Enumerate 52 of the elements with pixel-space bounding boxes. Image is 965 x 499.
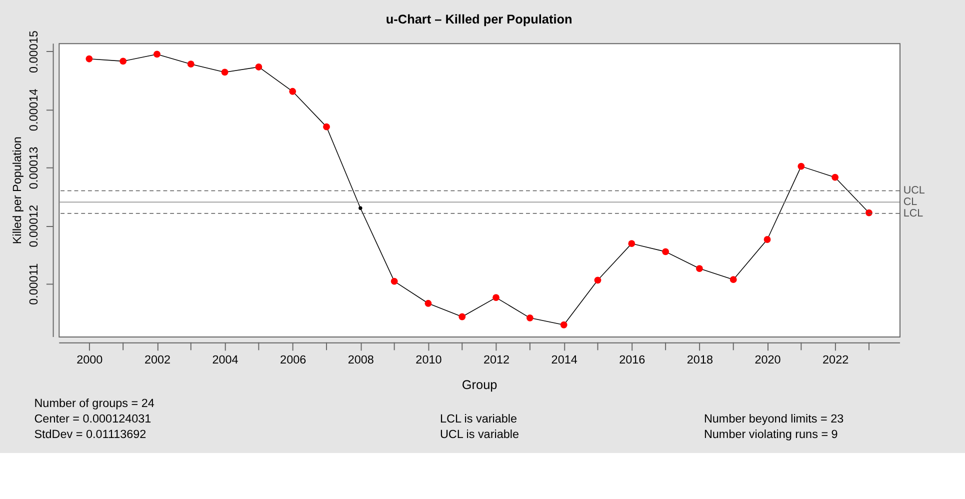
chart-title: u-Chart – Killed per Population	[386, 11, 572, 26]
point	[424, 300, 432, 307]
y-tick-label: 0.00014	[28, 88, 41, 132]
x-axis-title: Group	[462, 376, 498, 392]
x-tick-label: 2000	[76, 353, 104, 366]
x-tick-label: 2012	[483, 353, 510, 366]
point	[662, 248, 670, 256]
point	[560, 321, 568, 328]
point	[289, 88, 296, 95]
text: Number violating runs = 9	[704, 428, 838, 442]
point	[120, 58, 127, 65]
y-tick-label: 0.00015	[28, 30, 41, 73]
x-tick-label: 2006	[280, 353, 306, 366]
x-tick-label: 2020	[754, 353, 782, 366]
x-tick-label: 2022	[822, 353, 849, 366]
y-tick-label: 0.00011	[28, 263, 41, 305]
point	[390, 278, 398, 285]
x-tick-label: 2002	[144, 353, 171, 366]
ref-line-label: CL	[903, 196, 918, 208]
x-tick-label: 2010	[416, 353, 442, 366]
y-tick-label: 0.00012	[28, 204, 41, 248]
point	[764, 236, 771, 243]
x-tick-label: 2018	[686, 353, 714, 366]
point	[255, 64, 262, 70]
text: Number beyond limits = 23	[704, 412, 844, 426]
point	[187, 60, 194, 68]
point	[628, 240, 636, 248]
text: Number of groups = 24	[34, 396, 155, 410]
point	[594, 276, 602, 284]
point	[221, 68, 228, 76]
x-tick-label: 2008	[348, 353, 374, 366]
text: UCL is variable	[440, 428, 519, 442]
point	[730, 276, 737, 284]
y-axis-title: Killed per Population	[11, 136, 24, 244]
x-tick-label: 2016	[619, 353, 646, 366]
ref-line-label: UCL	[903, 184, 925, 197]
point	[458, 313, 466, 320]
point	[526, 314, 534, 322]
point	[154, 50, 160, 58]
point	[323, 123, 330, 130]
x-tick-label: 2014	[551, 353, 578, 366]
point	[696, 265, 703, 272]
x-tick-label: 2004	[212, 353, 239, 366]
point	[832, 174, 839, 181]
point	[798, 162, 805, 170]
text: Center = 0.000124031	[34, 412, 152, 426]
y-tick-label: 0.00013	[28, 146, 41, 190]
ref-line-label: LCL	[903, 207, 924, 220]
text: StdDev = 0.01113692	[34, 428, 146, 442]
text: LCL is variable	[440, 412, 518, 426]
point	[86, 55, 93, 62]
point	[492, 294, 500, 302]
